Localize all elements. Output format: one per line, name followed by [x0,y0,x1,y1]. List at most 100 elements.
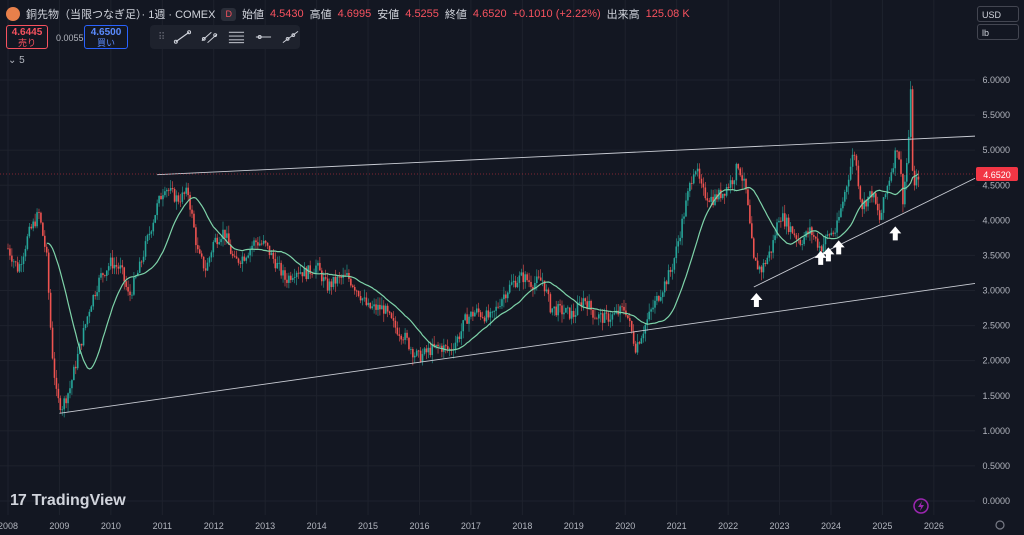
candle-body [408,337,410,350]
trend-line-icon[interactable] [173,29,192,45]
price-axis[interactable]: 6.0000 5.5000 5.0000 4.5000 4.0000 3.5000 3.00… [982,75,1010,506]
candle-body [799,239,802,245]
candle-body [865,200,867,207]
x-tick-label: 2016 [409,521,429,531]
candle-body [789,226,792,233]
sell-button[interactable]: 4.6445 売り [6,25,48,49]
y-tick-label: 4.5000 [982,180,1010,190]
candle-body [499,306,501,308]
candle-body [497,306,499,308]
candle-body [286,279,288,283]
candle-body [214,237,217,243]
candle-body [152,222,155,232]
y-tick-label: 3.0000 [982,286,1010,296]
settings-gear-icon[interactable] [995,520,1005,530]
candle-body [88,311,91,317]
candle-body [138,261,141,273]
candle-body [710,196,712,202]
candle-body [475,308,478,313]
candle-body [86,316,89,325]
candle-body [563,312,565,315]
candle-body [369,302,372,309]
candle-body [226,233,228,238]
candle-body [448,349,451,350]
candle-body [167,189,170,191]
candle-body [663,281,666,293]
candle-body [659,297,662,301]
interval-badge[interactable]: D [221,7,236,21]
candle-body [26,236,29,250]
candle-body [675,246,678,259]
trendlines[interactable] [59,135,976,414]
spread-value: 0.0055 [56,33,84,43]
candles [7,81,920,418]
candle-body [584,298,587,302]
candle-body [357,291,360,297]
candle-body [98,277,100,293]
candle-body [220,239,222,243]
horizontal-ray-icon[interactable] [254,29,273,45]
unit-select[interactable]: lb [977,24,1019,40]
candle-body [692,174,695,184]
candle-body [181,192,184,202]
candle-body [559,304,561,306]
candle-body [204,268,207,271]
candle-body [913,170,916,186]
candle-body [288,275,290,283]
candle-body [661,292,664,298]
candle-body [111,257,114,269]
lightning-icon[interactable] [913,498,929,514]
candle-body [454,342,457,350]
candle-body [772,240,774,253]
time-axis[interactable]: 2008 2009 2010 2011 2012 2013 2014 2015 2016 2017… [0,521,944,531]
candle-body [607,313,610,322]
candle-body [439,345,441,347]
fib-icon[interactable] [227,29,246,45]
candle-body [747,189,749,206]
candle-body [890,172,893,181]
candle-body [412,349,414,358]
candle-body [71,380,73,389]
y-tick-label: 6.0000 [982,75,1010,85]
candle-body [28,226,31,237]
candle-body [574,315,577,317]
y-tick-label: 5.5000 [982,110,1010,120]
candle-body [687,191,689,201]
candle-body [483,317,486,322]
candle-body [117,266,120,269]
candle-body [667,270,670,285]
y-tick-label: 0.0000 [982,496,1010,506]
candle-body [648,311,650,320]
candle-body [375,304,377,310]
candle-body [468,316,470,324]
candle-body [282,270,284,276]
drag-handle-icon[interactable]: ⠿ [158,31,166,43]
candle-body [38,212,40,213]
candle-body [658,296,660,301]
candle-body [57,388,60,399]
candle-body [187,187,189,196]
extended-line-icon[interactable] [281,29,300,45]
candle-body [474,312,476,317]
buy-button[interactable]: 4.6500 買い [84,25,128,49]
tradingview-logo[interactable]: 17 TradingView [10,492,126,510]
candle-body [371,306,373,309]
x-tick-label: 2012 [204,521,224,531]
candle-body [183,192,186,194]
x-tick-label: 2025 [872,521,892,531]
candle-body [121,265,124,268]
candle-body [708,200,711,202]
candle-body [745,178,747,190]
candle-body [94,294,96,297]
up-arrow-icon [889,226,902,241]
candle-body [561,305,563,315]
candle-body [721,193,724,199]
symbol-name[interactable]: 銅先物（当限つなぎ足）· 1週 · COMEX [26,9,216,21]
currency-select[interactable]: USD [977,6,1019,22]
x-tick-label: 2024 [821,521,841,531]
candle-body [541,280,544,282]
indicators-toggle[interactable]: ⌄ 5 [8,55,25,66]
channel-icon[interactable] [200,29,219,45]
candle-body [400,335,403,340]
